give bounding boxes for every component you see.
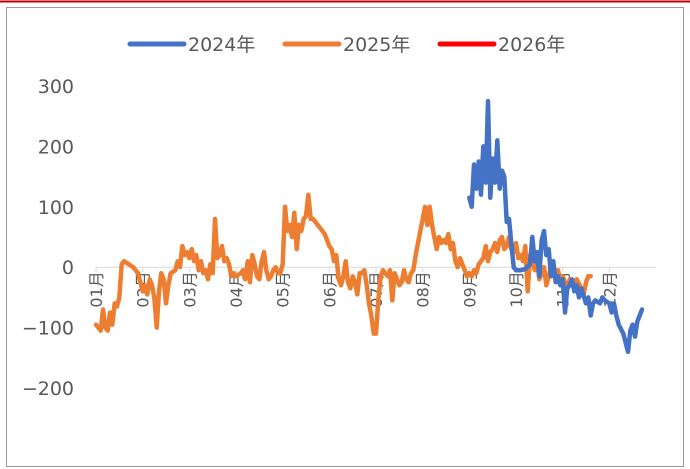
y-tick-label: −200 [22, 378, 74, 400]
y-tick-label: 0 [62, 257, 74, 279]
legend-label-2: 2025年 [343, 34, 410, 56]
x-tick-label: 10月 [507, 271, 526, 307]
y-axis: 300 200 100 0 −100 −200 [22, 76, 74, 400]
chart-border [6, 7, 684, 467]
x-tick-label: 05月 [274, 271, 293, 307]
legend-label-3: 2026年 [498, 34, 565, 56]
x-tick-label: 04月 [227, 271, 246, 307]
plot-area [93, 98, 645, 355]
y-tick-label: 300 [38, 76, 74, 98]
series-line-2 [93, 192, 593, 336]
y-tick-label: −100 [22, 318, 74, 340]
x-tick-label: 06月 [320, 271, 339, 307]
legend-label-1: 2024年 [188, 34, 255, 56]
y-tick-label: 100 [38, 197, 74, 219]
legend: 2024年 2025年 2026年 [127, 34, 565, 56]
x-tick-label: 03月 [180, 271, 199, 307]
y-tick-label: 200 [38, 136, 74, 158]
x-tick-label: 01月 [87, 271, 106, 307]
series-line-1 [467, 98, 645, 355]
x-tick-label: 08月 [414, 271, 433, 307]
x-tick-label: 09月 [460, 271, 479, 307]
